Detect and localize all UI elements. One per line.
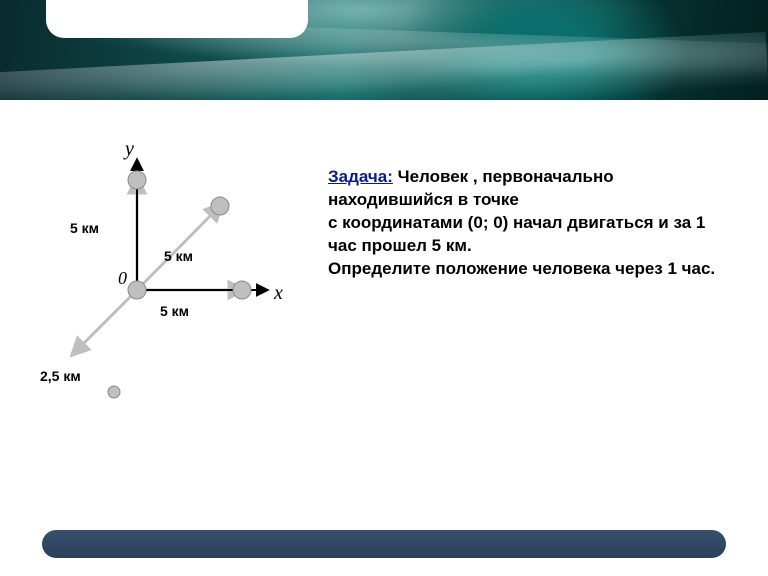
label-2-5km: 2,5 км (40, 368, 81, 384)
x-axis-label: х (274, 282, 283, 305)
label-5km-right: 5 км (160, 303, 189, 319)
coordinate-diagram: у х 0 5 км 5 км 5 км 2,5 км (52, 140, 312, 420)
label-5km-diag: 5 км (164, 248, 193, 264)
y-axis-label: у (125, 138, 134, 161)
bottom-bar (42, 530, 726, 558)
task-coords: 0; 0 (473, 213, 502, 232)
origin-label: 0 (118, 268, 127, 289)
slide-root: Задача: Человек , первоначально находивш… (0, 0, 768, 576)
label-5km-up: 5 км (70, 220, 99, 236)
task-line-3: Определите положение человека через 1 ча… (328, 259, 715, 278)
diagram-svg (52, 140, 312, 420)
top-banner-tab (46, 0, 308, 38)
task-line-2a: с координатами ( (328, 213, 473, 232)
task-text-block: Задача: Человек , первоначально находивш… (328, 166, 728, 281)
top-banner (0, 0, 768, 100)
task-label: Задача: (328, 167, 393, 186)
